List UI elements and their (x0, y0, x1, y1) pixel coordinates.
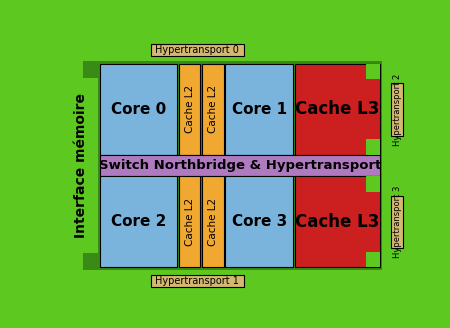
Bar (179, 176, 200, 267)
Bar (99, 64, 177, 155)
Text: Core 3: Core 3 (232, 215, 287, 229)
Bar (366, 139, 380, 155)
Bar (391, 83, 404, 135)
Text: Core 1: Core 1 (232, 102, 287, 117)
Text: Switch Northbridge & Hypertransport: Switch Northbridge & Hypertransport (99, 159, 381, 172)
Bar (366, 64, 380, 79)
Bar (366, 139, 380, 155)
Bar (382, 61, 405, 270)
Bar (179, 64, 200, 155)
Bar (391, 196, 404, 248)
Bar (64, 61, 382, 270)
Bar (83, 61, 98, 78)
Bar (225, 176, 293, 267)
Text: Hypertransport 1: Hypertransport 1 (155, 276, 239, 286)
Bar (295, 64, 380, 155)
Text: Cache L3: Cache L3 (295, 213, 380, 231)
Bar (366, 176, 380, 192)
Text: Cache L2: Cache L2 (184, 85, 194, 133)
Text: Cache L3: Cache L3 (295, 100, 380, 118)
Text: Cache L2: Cache L2 (208, 85, 218, 133)
Bar (99, 155, 380, 176)
Bar (83, 254, 98, 270)
Bar (151, 275, 244, 287)
Bar (295, 176, 380, 267)
Text: Cache L2: Cache L2 (208, 198, 218, 246)
Text: Core 0: Core 0 (111, 102, 166, 117)
Text: Hypertransport 3: Hypertransport 3 (393, 186, 402, 258)
Text: Core 2: Core 2 (111, 215, 166, 229)
Text: Hypertransport 2: Hypertransport 2 (393, 73, 402, 146)
Bar (366, 64, 380, 79)
Bar (225, 64, 293, 155)
Text: Cache L2: Cache L2 (184, 198, 194, 246)
Text: Hypertransport 0: Hypertransport 0 (155, 45, 239, 55)
Bar (202, 176, 224, 267)
Bar (366, 252, 380, 267)
Bar (64, 61, 98, 270)
Bar (151, 44, 244, 56)
Text: Interface mémoire: Interface mémoire (74, 93, 88, 238)
Bar (366, 176, 380, 192)
Bar (366, 252, 380, 267)
Bar (99, 176, 177, 267)
Bar (202, 64, 224, 155)
